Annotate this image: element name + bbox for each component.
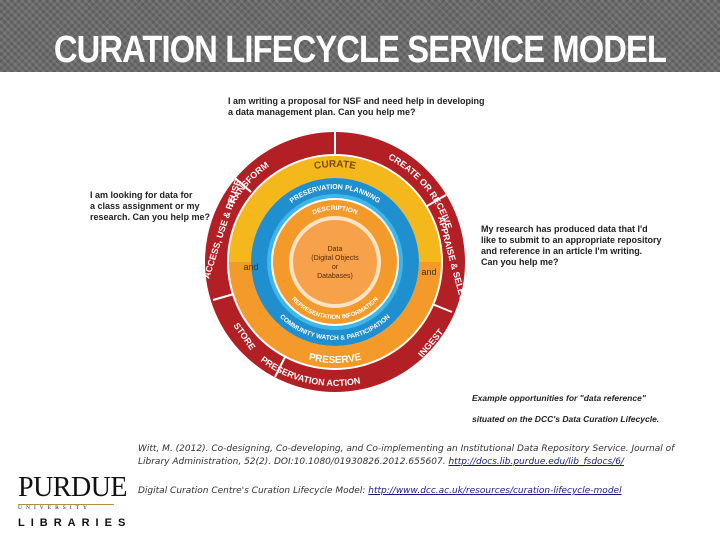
citation-dcc: Digital Curation Centre's Curation Lifec… — [138, 485, 708, 498]
center-line-3: or — [332, 264, 339, 271]
logo-university: UNIVERSITY — [18, 505, 91, 511]
logo-libraries: LIBRARIES — [18, 517, 132, 529]
citation-dcc-link[interactable]: http://www.dcc.ac.uk/resources/curation-… — [368, 486, 622, 496]
purdue-libraries-logo: PURDUE UNIVERSITY LIBRARIES — [18, 472, 132, 529]
citation-dcc-text: Digital Curation Centre's Curation Lifec… — [138, 486, 366, 496]
logo-rule — [18, 504, 114, 505]
header-banner: CURATION LIFECYCLE SERVICE MODEL — [0, 0, 720, 72]
citation-witt: Witt, M. (2012). Co-designing, Co-develo… — [138, 443, 708, 469]
data-center — [293, 220, 377, 304]
outer-ring-dividers — [212, 132, 453, 378]
callout-left: I am looking for data for a class assign… — [90, 190, 211, 222]
logo-purdue: PURDUE — [18, 472, 128, 503]
example-line-2: situated on the DCC's Data Curation Life… — [472, 413, 660, 424]
curate-label: CURATE — [313, 159, 357, 172]
citation-witt-link[interactable]: http://docs.lib.purdue.edu/lib_fsdocs/6/ — [448, 457, 624, 467]
example-note: Example opportunities for "data referenc… — [472, 382, 659, 424]
callout-right: My research has produced data that I'd l… — [481, 224, 662, 267]
preserve-label: PRESERVE — [308, 352, 363, 366]
callout-top: I am writing a proposal for NSF and need… — [228, 96, 485, 117]
and-arrow-left — [229, 244, 251, 262]
center-line-4: Databases) — [317, 273, 353, 280]
and-arrow-right — [419, 262, 441, 282]
center-line-2: (Digital Objects — [311, 255, 359, 262]
page-title: CURATION LIFECYCLE SERVICE MODEL — [53, 29, 667, 71]
citation-witt-text: Witt, M. (2012). Co-designing, Co-develo… — [138, 444, 675, 467]
and-label-right: and — [421, 267, 436, 277]
curate-half — [229, 156, 441, 262]
example-line-1: Example opportunities for "data referenc… — [472, 392, 646, 403]
description-label: DESCRIPTION — [312, 205, 359, 217]
and-label-left: and — [243, 262, 258, 272]
center-line-1: Data — [328, 246, 343, 253]
